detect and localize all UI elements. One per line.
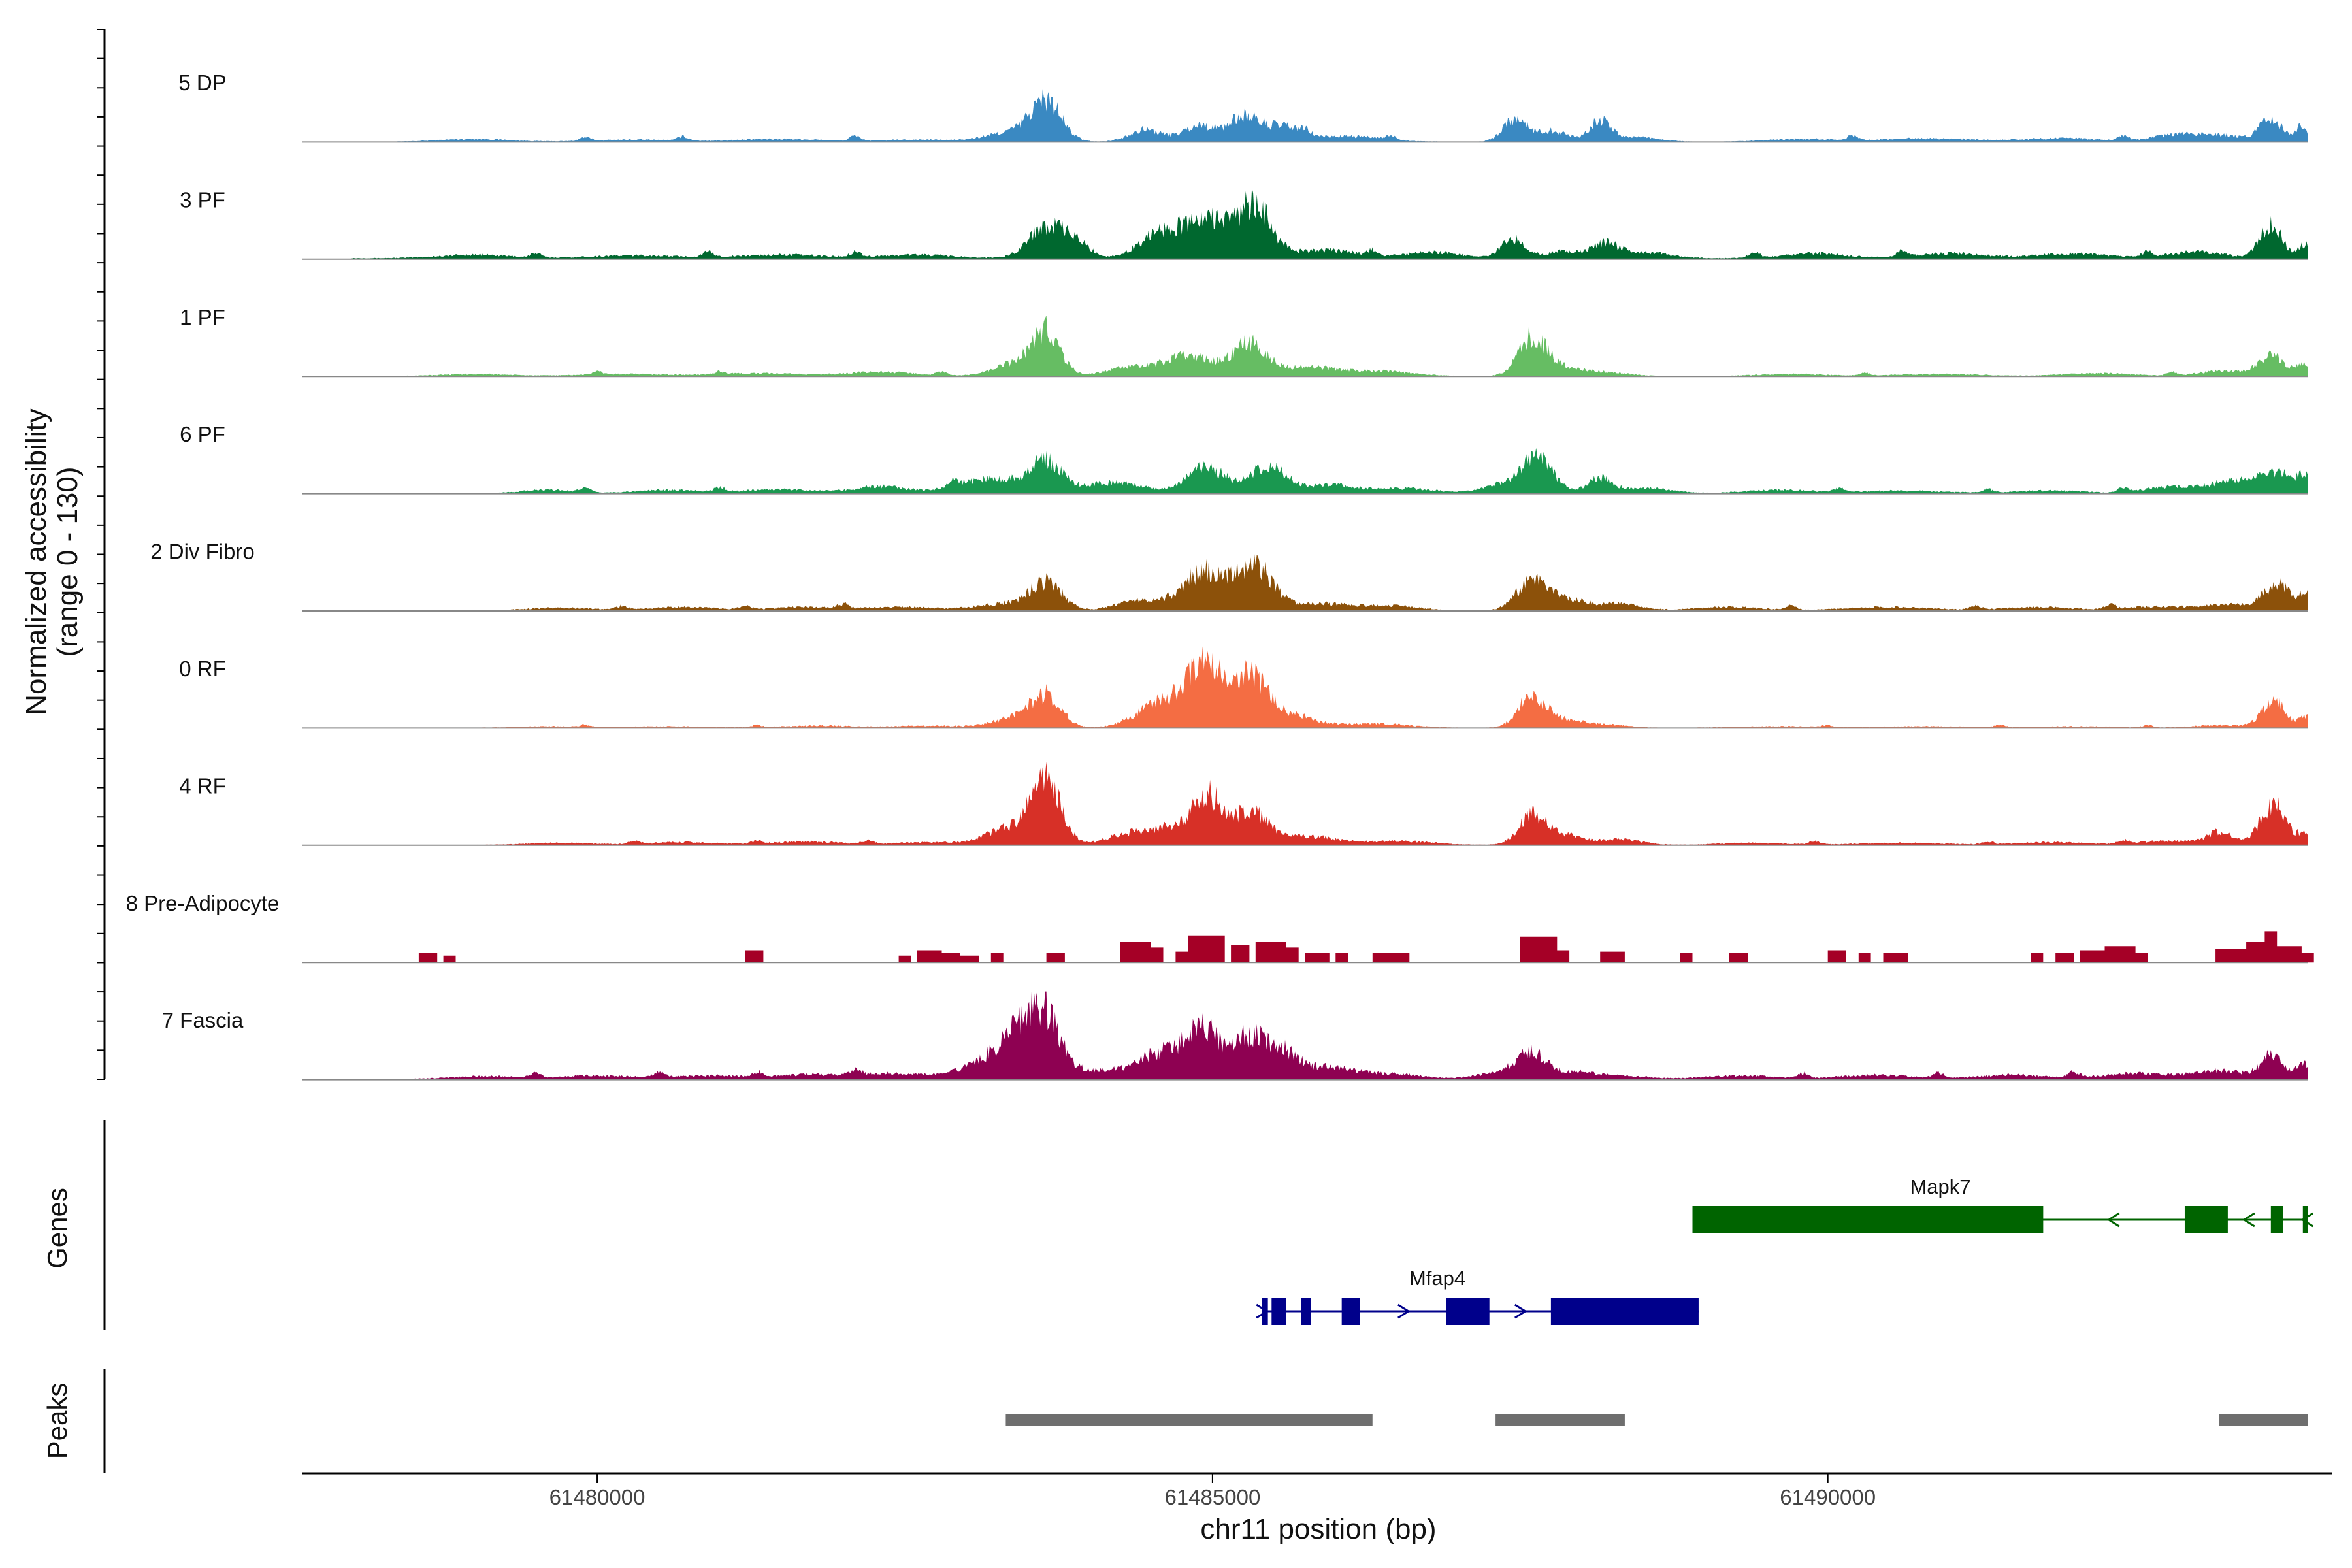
gene-exon — [2184, 1206, 2228, 1233]
track-3-pf: 3 PF — [180, 188, 2308, 260]
gene-mfap4: Mfap4 — [1256, 1267, 1699, 1325]
coverage-panel: 5 DP 3 PF 1 PF 6 PF 2 Div Fibro 0 RF 4 RF 8 Pre… — [97, 29, 2314, 1081]
track-label: 6 PF — [180, 422, 225, 446]
gene-mapk7: Mapk7 — [1692, 1175, 2314, 1233]
y-axis-title-main: Normalized accessibility — [20, 408, 52, 715]
gene-name-label: Mfap4 — [1409, 1267, 1465, 1290]
track-6-pf: 6 PF — [180, 422, 2308, 495]
x-axis: chr11 position (bp) 61480000 61485000 6149… — [302, 1472, 2332, 1545]
track-label: 5 DP — [178, 71, 226, 95]
track-label: 0 RF — [179, 657, 226, 681]
track-2-div-fibro: 2 Div Fibro — [150, 540, 2308, 612]
gene-exon — [2270, 1206, 2283, 1233]
x-tick-label: 61485000 — [1164, 1485, 1260, 1509]
coverage-area — [351, 315, 2308, 377]
strand-arrow-icon — [2106, 1212, 2120, 1228]
coverage-area — [351, 646, 2308, 728]
gene-exon — [1271, 1298, 1286, 1325]
y-axis-title: Normalized accessibility (range 0 - 130) — [20, 408, 84, 715]
track-7-fascia: 7 Fascia — [162, 991, 2308, 1081]
coverage-area — [351, 448, 2308, 494]
track-label: 7 Fascia — [162, 1008, 244, 1032]
x-axis-title: chr11 position (bp) — [1200, 1513, 1436, 1545]
strand-arrow-icon — [1514, 1303, 1527, 1319]
gene-exon — [1692, 1206, 2044, 1233]
peak-region-bar — [2219, 1414, 2308, 1426]
gene-exon — [1446, 1298, 1490, 1325]
track-4-rf: 4 RF — [179, 762, 2308, 846]
gene-exon — [1550, 1298, 1699, 1325]
coverage-area — [351, 188, 2308, 259]
gene-name-label: Mapk7 — [1910, 1175, 1970, 1198]
genes-panel: Genes Mapk7 Mfap4 — [42, 1120, 2314, 1330]
gene-exon — [2302, 1206, 2308, 1233]
peaks-panel: Peaks — [42, 1369, 2308, 1473]
peaks-panel-title: Peaks — [42, 1383, 73, 1460]
strand-arrow-icon — [2300, 1212, 2314, 1228]
track-8-pre-adipocyte: 8 Pre-Adipocyte — [126, 891, 2314, 964]
coverage-area — [351, 553, 2308, 611]
x-tick-label: 61490000 — [1780, 1485, 1876, 1509]
track-label: 2 Div Fibro — [150, 540, 255, 564]
x-tick-label: 61480000 — [549, 1485, 645, 1509]
strand-arrow-icon — [2242, 1212, 2255, 1228]
gene-exon — [1262, 1298, 1268, 1325]
track-label: 4 RF — [179, 774, 226, 798]
peak-region-bar — [1495, 1414, 1625, 1426]
track-1-pf: 1 PF — [180, 305, 2308, 378]
gene-exon — [1341, 1298, 1360, 1325]
genes-panel-title: Genes — [42, 1188, 73, 1269]
coverage-area — [351, 762, 2308, 845]
peak-region-bar — [1005, 1414, 1373, 1426]
strand-arrow-icon — [1397, 1303, 1411, 1319]
coverage-area — [351, 991, 2308, 1080]
track-label: 3 PF — [180, 188, 225, 212]
track-0-rf: 0 RF — [179, 646, 2308, 729]
y-axis-title-range: (range 0 - 130) — [52, 466, 84, 657]
coverage-area — [351, 89, 2308, 142]
track-label: 1 PF — [180, 305, 225, 329]
gene-exon — [1301, 1298, 1311, 1325]
track-5-dp: 5 DP — [178, 71, 2308, 143]
coverage-area — [418, 931, 2314, 963]
track-label: 8 Pre-Adipocyte — [126, 891, 280, 915]
